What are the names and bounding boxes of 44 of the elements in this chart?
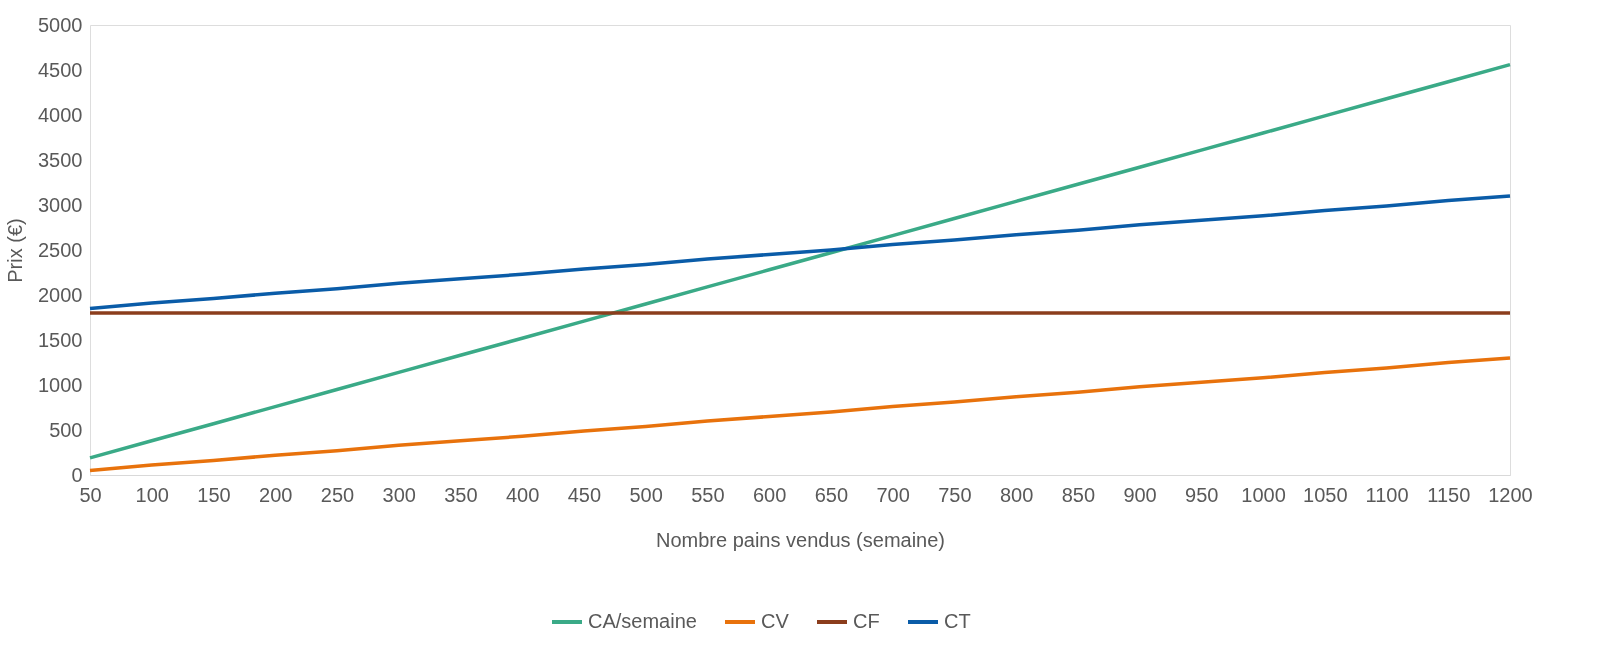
x-tick-label: 1200: [1488, 483, 1533, 506]
x-tick-label: 50: [79, 483, 102, 506]
x-tick-label: 1100: [1365, 483, 1409, 506]
x-tick-label: 750: [938, 483, 972, 506]
x-tick-label: 850: [1061, 483, 1096, 506]
x-tick-label: 1000: [1241, 483, 1286, 506]
legend-label: CV: [761, 610, 790, 632]
y-tick-label: 3500: [38, 148, 83, 171]
line-series: [88, 194, 1512, 311]
x-tick-label: 400: [505, 483, 540, 506]
legend-label: CA/semaine: [588, 610, 697, 632]
x-tick-label: 500: [629, 483, 663, 506]
x-tick-label: 550: [691, 483, 725, 506]
x-tick-label: 700: [876, 483, 910, 506]
line-series: [88, 356, 1512, 473]
line-series: [88, 62, 1512, 460]
x-tick-label: 250: [320, 483, 355, 506]
y-tick-label: 1000: [38, 373, 83, 396]
x-tick-label: 900: [1123, 483, 1157, 506]
y-tick-label: 4500: [38, 58, 83, 81]
y-tick-label: 4000: [38, 103, 83, 126]
x-axis-title: Nombre pains vendus (semaine): [655, 528, 946, 551]
legend-label: CF: [853, 610, 880, 632]
x-tick-label: 150: [197, 483, 231, 506]
y-tick-label: 500: [49, 418, 83, 441]
x-tick-label: 1050: [1303, 483, 1348, 506]
y-tick-label: 2500: [38, 238, 83, 261]
y-tick-label: 3000: [38, 193, 83, 216]
y-tick-label: 2000: [38, 283, 83, 306]
x-tick-label: 100: [135, 483, 169, 506]
x-tick-label: 600: [752, 483, 787, 506]
y-tick-label: 1500: [38, 328, 83, 351]
x-tick-label: 450: [567, 483, 602, 506]
y-tick-label: 5000: [38, 13, 83, 36]
x-tick-label: 650: [814, 483, 849, 506]
x-tick-label: 950: [1185, 483, 1219, 506]
x-tick-label: 300: [382, 483, 416, 506]
y-axis-title: Prix (€): [4, 218, 27, 283]
x-tick-label: 1150: [1427, 483, 1471, 506]
x-tick-label: 350: [444, 483, 478, 506]
x-tick-label: 800: [999, 483, 1034, 506]
x-tick-label: 200: [259, 483, 293, 506]
legend-label: CT: [944, 610, 971, 632]
y-tick-label: 0: [71, 463, 83, 486]
